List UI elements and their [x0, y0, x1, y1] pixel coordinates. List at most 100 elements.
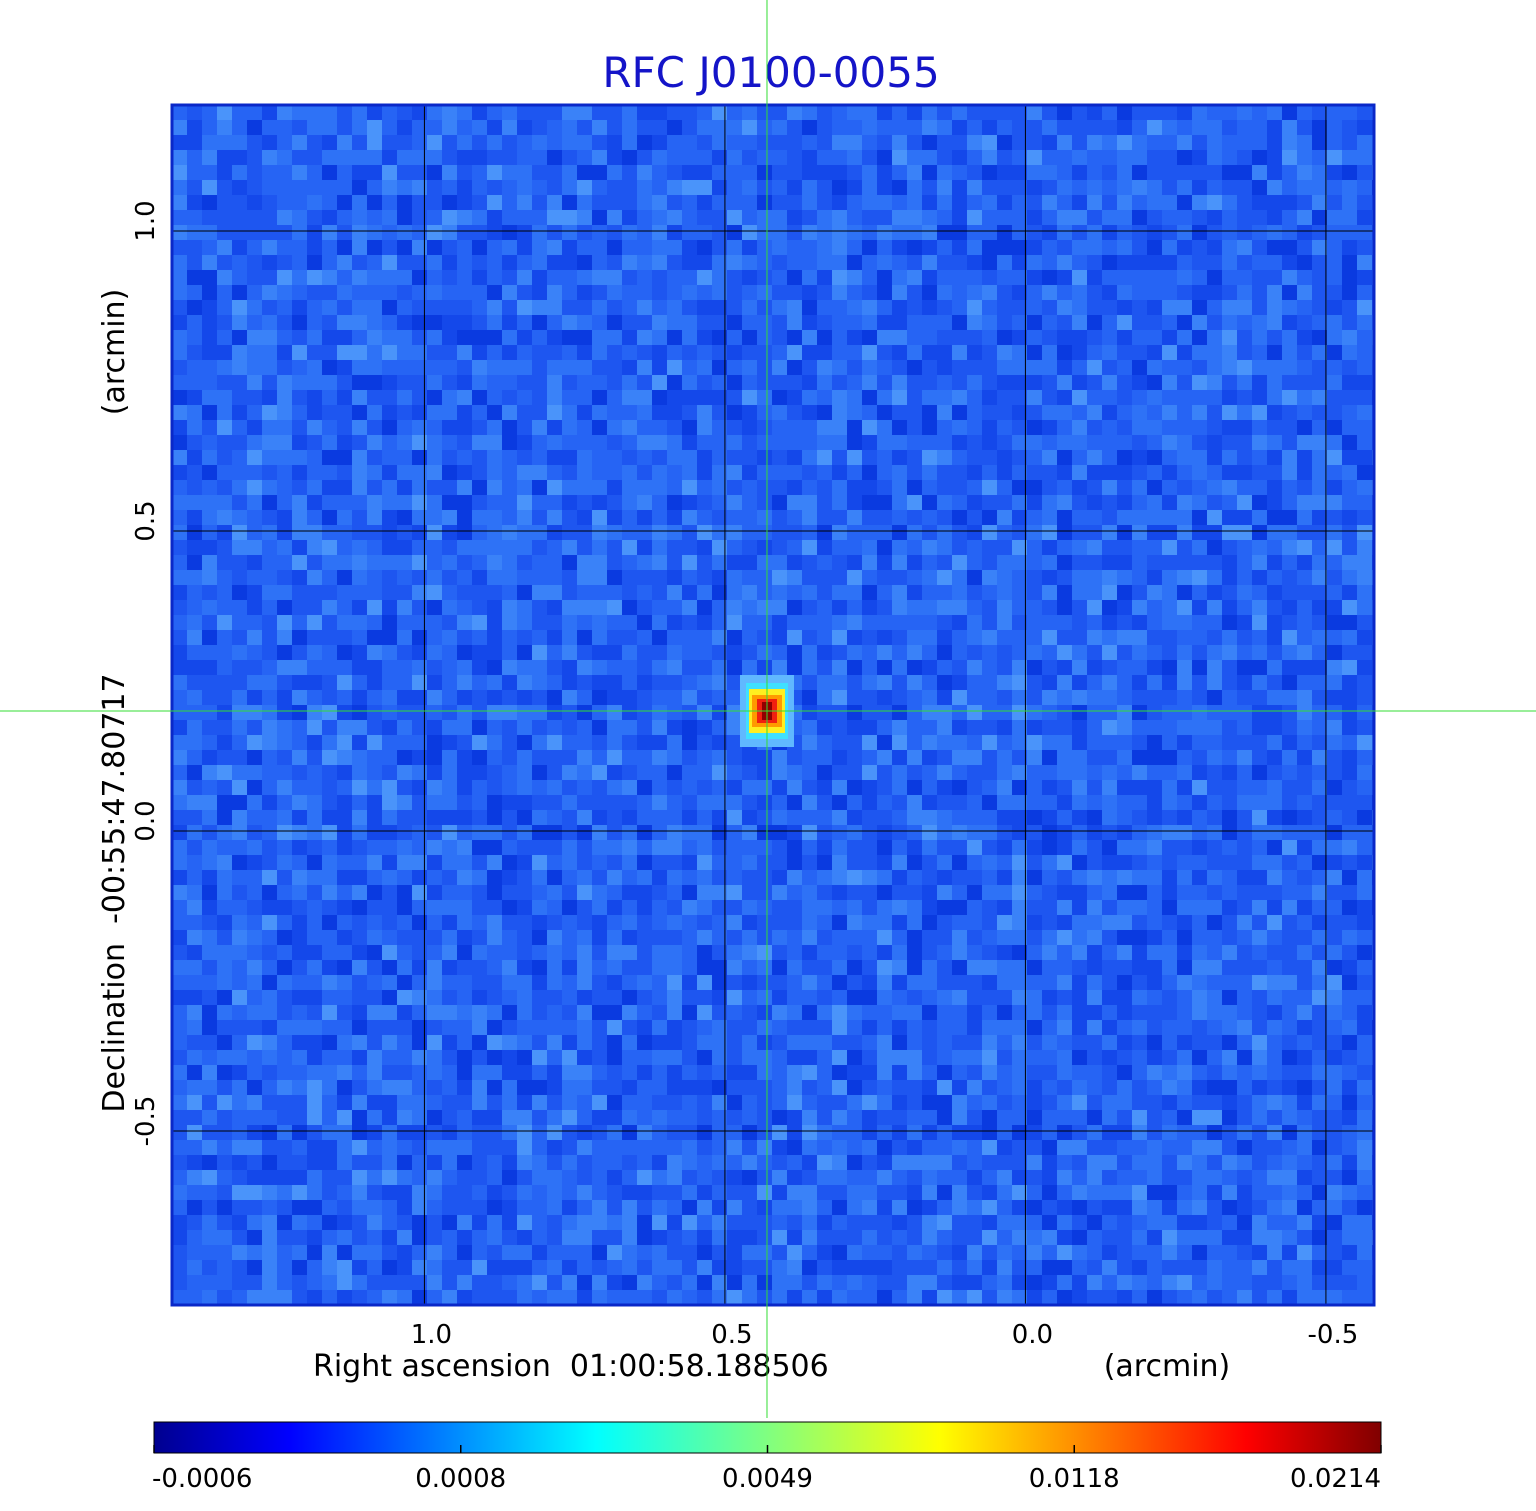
noise-pixel	[367, 180, 382, 195]
noise-pixel	[352, 735, 367, 750]
noise-pixel	[292, 540, 307, 555]
noise-pixel	[802, 180, 817, 195]
noise-pixel	[712, 645, 727, 660]
noise-pixel	[397, 525, 412, 540]
noise-pixel	[892, 270, 907, 285]
noise-pixel	[502, 990, 517, 1005]
noise-pixel	[1357, 285, 1372, 300]
noise-pixel	[562, 285, 577, 300]
noise-pixel	[442, 930, 457, 945]
noise-pixel	[1237, 795, 1252, 810]
noise-pixel	[1087, 540, 1102, 555]
noise-pixel	[1132, 225, 1147, 240]
noise-pixel	[217, 390, 232, 405]
noise-pixel	[712, 345, 727, 360]
noise-pixel	[427, 915, 442, 930]
noise-pixel	[787, 435, 802, 450]
noise-pixel	[1282, 240, 1297, 255]
noise-pixel	[292, 900, 307, 915]
noise-pixel	[697, 510, 712, 525]
noise-pixel	[1342, 720, 1357, 735]
noise-pixel	[412, 840, 427, 855]
noise-pixel	[802, 765, 817, 780]
noise-pixel	[937, 465, 952, 480]
noise-pixel	[322, 795, 337, 810]
noise-pixel	[757, 900, 772, 915]
noise-pixel	[472, 450, 487, 465]
noise-pixel	[1132, 690, 1147, 705]
noise-pixel	[382, 495, 397, 510]
noise-pixel	[1042, 435, 1057, 450]
noise-pixel	[607, 615, 622, 630]
noise-pixel	[877, 795, 892, 810]
noise-pixel	[1042, 300, 1057, 315]
noise-pixel	[1177, 300, 1192, 315]
noise-pixel	[1342, 525, 1357, 540]
noise-pixel	[712, 540, 727, 555]
noise-pixel	[1267, 315, 1282, 330]
noise-pixel	[577, 360, 592, 375]
noise-pixel	[1357, 945, 1372, 960]
noise-pixel	[427, 375, 442, 390]
noise-pixel	[1147, 660, 1162, 675]
noise-pixel	[427, 735, 442, 750]
noise-pixel	[1267, 525, 1282, 540]
noise-pixel	[727, 360, 742, 375]
noise-pixel	[1177, 930, 1192, 945]
noise-pixel	[697, 900, 712, 915]
noise-pixel	[607, 660, 622, 675]
noise-pixel	[1252, 285, 1267, 300]
noise-pixel	[247, 255, 262, 270]
noise-pixel	[427, 960, 442, 975]
noise-pixel	[307, 300, 322, 315]
noise-pixel	[637, 720, 652, 735]
noise-pixel	[952, 120, 967, 135]
noise-pixel	[217, 1005, 232, 1020]
noise-pixel	[652, 675, 667, 690]
noise-pixel	[907, 330, 922, 345]
noise-pixel	[1207, 825, 1222, 840]
noise-pixel	[547, 120, 562, 135]
noise-pixel	[562, 765, 577, 780]
noise-pixel	[1282, 285, 1297, 300]
noise-pixel	[1207, 630, 1222, 645]
noise-pixel	[1207, 735, 1222, 750]
noise-pixel	[607, 150, 622, 165]
noise-pixel	[1057, 630, 1072, 645]
noise-pixel	[1237, 480, 1252, 495]
noise-pixel	[937, 825, 952, 840]
noise-pixel	[607, 840, 622, 855]
noise-pixel	[1012, 975, 1027, 990]
noise-pixel	[892, 300, 907, 315]
noise-pixel	[787, 990, 802, 1005]
noise-pixel	[547, 960, 562, 975]
noise-pixel	[937, 105, 952, 120]
noise-pixel	[592, 915, 607, 930]
noise-pixel	[637, 315, 652, 330]
noise-pixel	[202, 495, 217, 510]
noise-pixel	[427, 345, 442, 360]
noise-pixel	[547, 735, 562, 750]
noise-pixel	[1072, 870, 1087, 885]
noise-pixel	[682, 555, 697, 570]
noise-pixel	[457, 495, 472, 510]
noise-pixel	[862, 315, 877, 330]
noise-pixel	[1132, 870, 1147, 885]
noise-pixel	[847, 375, 862, 390]
noise-pixel	[1342, 360, 1357, 375]
noise-pixel	[1207, 975, 1222, 990]
noise-pixel	[1102, 900, 1117, 915]
noise-pixel	[772, 585, 787, 600]
noise-pixel	[1087, 120, 1102, 135]
noise-pixel	[922, 390, 937, 405]
noise-pixel	[547, 420, 562, 435]
noise-pixel	[322, 705, 337, 720]
noise-pixel	[772, 240, 787, 255]
noise-pixel	[1282, 705, 1297, 720]
noise-pixel	[1297, 480, 1312, 495]
noise-pixel	[907, 390, 922, 405]
noise-pixel	[1132, 300, 1147, 315]
noise-pixel	[997, 495, 1012, 510]
noise-pixel	[1087, 360, 1102, 375]
noise-pixel	[862, 465, 877, 480]
